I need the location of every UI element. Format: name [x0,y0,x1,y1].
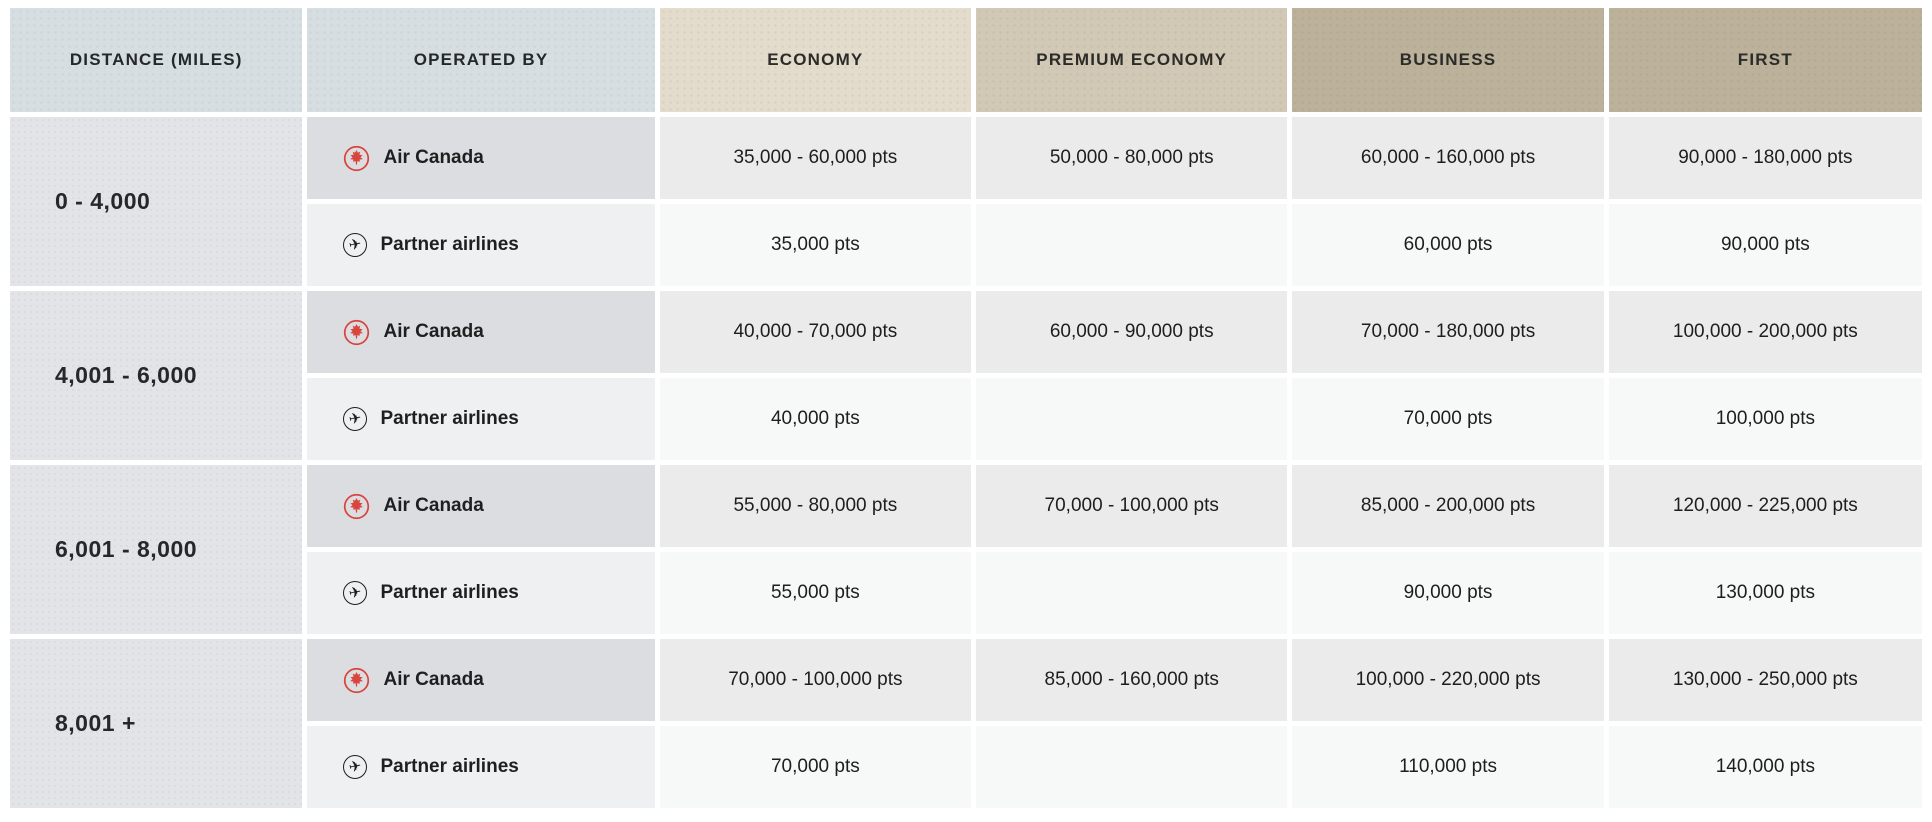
economy-cell: 40,000 - 70,000 pts [659,291,972,373]
table-row: ✈ Partner airlines 40,000 pts 70,000 pts… [10,378,1922,460]
business-cell: 70,000 pts [1292,378,1604,460]
table-row: 0 - 4,000 Air Canada 35,000 - 60,000 pts… [10,117,1922,286]
distance-cell: 8,001 + [10,639,303,808]
header-row: DISTANCE (MILES) OPERATED BY ECONOMY PRE… [10,8,1922,112]
business-cell: 70,000 - 180,000 pts [1292,291,1604,373]
operator-cell: Air Canada [307,639,655,721]
business-cell: 60,000 pts [1292,204,1604,286]
table-row: 4,001 - 6,000 Air Canada 40,000 - 70,000… [10,291,1922,460]
first-cell: 130,000 - 250,000 pts [1608,639,1922,721]
economy-cell: 55,000 pts [659,552,972,634]
distance-label: 4,001 - 6,000 [55,362,198,388]
operator-label: Partner airlines [380,408,519,429]
business-cell: 100,000 - 220,000 pts [1292,639,1604,721]
column-header-distance: DISTANCE (MILES) [10,8,303,112]
distance-label: 6,001 - 8,000 [55,536,198,562]
table-row: ✈ Partner airlines 35,000 pts 60,000 pts… [10,204,1922,286]
distance-label: 8,001 + [55,710,136,736]
first-cell: 140,000 pts [1608,726,1922,808]
first-cell: 90,000 - 180,000 pts [1608,117,1922,199]
first-cell: 120,000 - 225,000 pts [1608,465,1922,547]
economy-cell: 70,000 pts [659,726,972,808]
first-cell: 90,000 pts [1608,204,1922,286]
distance-cell: 4,001 - 6,000 [10,291,303,460]
premium-economy-cell [976,204,1288,286]
table-row: 6,001 - 8,000 Air Canada 55,000 - 80,000… [10,465,1922,634]
economy-cell: 35,000 pts [659,204,972,286]
business-cell: 85,000 - 200,000 pts [1292,465,1604,547]
operator-cell: Air Canada [307,291,655,373]
premium-economy-cell [976,552,1288,634]
premium-economy-cell: 85,000 - 160,000 pts [976,639,1288,721]
air-canada-logo-icon [343,667,370,694]
premium-economy-cell [976,378,1288,460]
business-cell: 90,000 pts [1292,552,1604,634]
table-row: 8,001 + Air Canada 70,000 - 100,000 pts … [10,639,1922,808]
column-header-premium-economy: PREMIUM ECONOMY [976,8,1288,112]
table-row: ✈ Partner airlines 55,000 pts 90,000 pts… [10,552,1922,634]
operator-cell: ✈ Partner airlines [307,378,655,460]
partner-airlines-icon: ✈ [343,233,368,257]
operator-label: Partner airlines [380,582,519,603]
operator-label: Air Canada [383,147,484,168]
column-header-first: FIRST [1608,8,1922,112]
air-canada-logo-icon [343,145,370,172]
business-cell: 110,000 pts [1292,726,1604,808]
first-cell: 100,000 pts [1608,378,1922,460]
column-header-operated-by: OPERATED BY [307,8,655,112]
column-header-economy: ECONOMY [659,8,972,112]
column-header-business: BUSINESS [1292,8,1604,112]
operator-label: Air Canada [383,669,484,690]
operator-label: Partner airlines [380,756,519,777]
economy-cell: 55,000 - 80,000 pts [659,465,972,547]
operator-label: Air Canada [383,495,484,516]
table-row: ✈ Partner airlines 70,000 pts 110,000 pt… [10,726,1922,808]
premium-economy-cell: 50,000 - 80,000 pts [976,117,1288,199]
operator-cell: ✈ Partner airlines [307,204,655,286]
partner-airlines-icon: ✈ [343,581,368,605]
partner-airlines-icon: ✈ [343,407,368,431]
distance-cell: 0 - 4,000 [10,117,303,286]
operator-cell: ✈ Partner airlines [307,726,655,808]
operator-cell: Air Canada [307,465,655,547]
economy-cell: 40,000 pts [659,378,972,460]
economy-cell: 35,000 - 60,000 pts [659,117,972,199]
operator-cell: ✈ Partner airlines [307,552,655,634]
operator-label: Air Canada [383,321,484,342]
operator-label: Partner airlines [380,234,519,255]
first-cell: 130,000 pts [1608,552,1922,634]
partner-airlines-icon: ✈ [343,755,368,779]
distance-cell: 6,001 - 8,000 [10,465,303,634]
award-chart-table: DISTANCE (MILES) OPERATED BY ECONOMY PRE… [5,3,1927,813]
air-canada-logo-icon [343,493,370,520]
distance-label: 0 - 4,000 [55,188,151,214]
operator-cell: Air Canada [307,117,655,199]
first-cell: 100,000 - 200,000 pts [1608,291,1922,373]
air-canada-logo-icon [343,319,370,346]
premium-economy-cell [976,726,1288,808]
premium-economy-cell: 60,000 - 90,000 pts [976,291,1288,373]
premium-economy-cell: 70,000 - 100,000 pts [976,465,1288,547]
business-cell: 60,000 - 160,000 pts [1292,117,1604,199]
economy-cell: 70,000 - 100,000 pts [659,639,972,721]
